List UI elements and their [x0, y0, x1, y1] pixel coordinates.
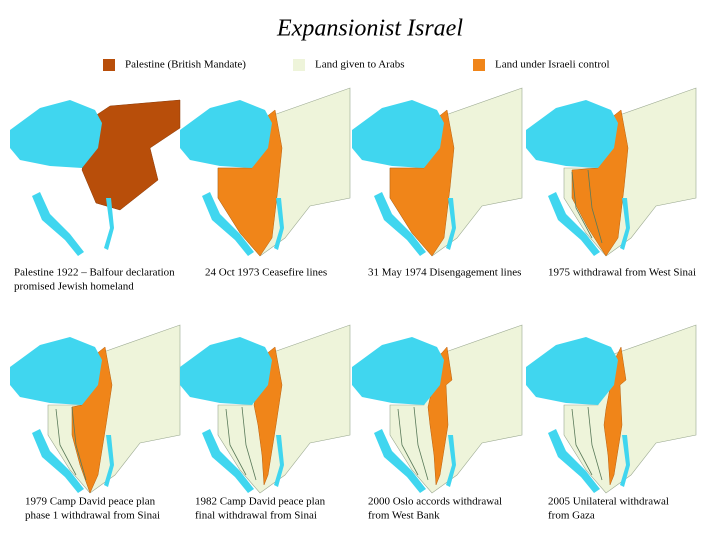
legend-label: Land under Israeli control: [495, 59, 610, 71]
arab-land: [389, 324, 523, 494]
caption: promised Jewish homeland: [14, 281, 134, 293]
map: [526, 324, 697, 494]
caption: 1982 Camp David peace plan: [195, 496, 326, 508]
sea: [180, 100, 272, 168]
legend-swatch: [473, 59, 485, 71]
sea: [352, 100, 444, 168]
sea: [10, 337, 102, 405]
arab-land: [563, 324, 697, 494]
gulf: [374, 429, 456, 493]
gulf: [202, 429, 284, 493]
caption: from Gaza: [548, 510, 595, 522]
caption: 31 May 1974 Disengagement lines: [368, 267, 521, 279]
gulf: [32, 429, 114, 493]
sea: [526, 337, 618, 405]
sea: [10, 100, 102, 168]
caption: 24 Oct 1973 Ceasefire lines: [205, 267, 327, 279]
sea: [526, 100, 618, 168]
sea: [352, 337, 444, 405]
israeli-area: [71, 346, 113, 494]
map: [526, 87, 697, 257]
caption: 2000 Oslo accords withdrawal: [368, 496, 502, 508]
legend-swatch: [103, 59, 115, 71]
israeli-area: [603, 346, 627, 486]
caption: from West Bank: [368, 510, 440, 522]
arab-land: [217, 324, 351, 494]
border-line: [397, 406, 429, 481]
gulf: [32, 192, 114, 256]
caption: Palestine 1922 – Balfour declaration: [14, 267, 175, 279]
legend-swatch: [293, 59, 305, 71]
caption: 1979 Camp David peace plan: [25, 496, 156, 508]
border-line: [225, 406, 257, 481]
map: [10, 99, 181, 256]
caption: final withdrawal from Sinai: [195, 510, 317, 522]
border-line: [571, 169, 603, 244]
map: [352, 87, 523, 257]
caption: 2005 Unilateral withdrawal: [548, 496, 669, 508]
map: [10, 324, 181, 494]
map: [352, 324, 523, 494]
map: [180, 324, 351, 494]
caption: phase 1 withdrawal from Sinai: [25, 510, 160, 522]
mandate-area: [81, 99, 181, 211]
title: Expansionist Israel: [276, 16, 463, 42]
border-line: [55, 406, 87, 481]
caption: 1975 withdrawal from West Sinai: [548, 267, 696, 279]
map: [180, 87, 351, 257]
gulf: [202, 192, 284, 256]
legend-label: Land given to Arabs: [315, 59, 405, 71]
gulf: [374, 192, 456, 256]
legend-label: Palestine (British Mandate): [125, 59, 246, 71]
gulf: [548, 429, 630, 493]
border-line: [571, 406, 603, 481]
gulf: [548, 192, 630, 256]
sea: [180, 337, 272, 405]
